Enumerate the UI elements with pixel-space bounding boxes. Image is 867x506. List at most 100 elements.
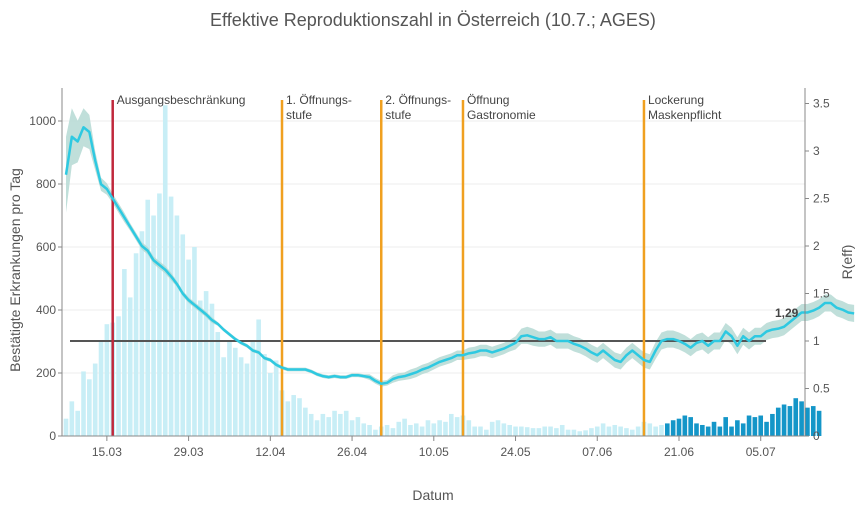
case-bar [180,234,186,436]
case-bar [87,379,92,436]
case-bar [92,363,98,436]
case-bar [122,269,127,436]
event-label: Ausgangsbeschränkung [117,93,246,107]
case-bar [338,413,343,436]
case-bar [157,193,162,436]
right-tick-label: 0 [813,429,820,443]
event-label: Gastronomie [467,108,536,122]
case-bar [174,215,180,436]
case-bar [408,424,413,436]
event-label: stufe [286,108,312,122]
case-bar [618,426,623,436]
case-bar [688,417,693,436]
left-tick-label: 200 [36,366,56,380]
case-bar [489,421,495,436]
case-bar [659,424,664,436]
left-tick-label: 400 [36,303,56,317]
case-bar [594,426,600,436]
case-bar [484,429,489,436]
case-bar [559,424,565,436]
case-bar [419,426,425,436]
x-axis-title: Datum [412,487,453,503]
case-bar [139,231,145,436]
case-bars [63,105,822,437]
case-bar [209,303,215,436]
case-bar [548,426,553,436]
case-bar [197,300,203,436]
case-bar [320,413,326,436]
event-label: Lockerung [648,93,704,107]
case-bar [472,426,477,436]
left-tick-label: 800 [36,177,56,191]
case-bar [536,428,542,437]
case-bar [676,418,682,436]
case-bar [729,426,734,436]
case-bar [454,417,460,436]
case-bar [390,428,396,437]
event-label: stufe [385,108,411,122]
case-bar [343,410,349,436]
case-bar [425,420,431,436]
case-bar [250,341,256,436]
case-bar [735,420,740,436]
case-bar [571,429,577,436]
case-bar [670,420,676,436]
case-bar [303,407,308,436]
case-bar [273,360,279,436]
case-bar [413,423,419,436]
case-bar [227,341,232,436]
r-end-value-label: 1,29 [775,306,799,320]
left-tick-label: 0 [49,429,56,443]
case-bar [519,426,524,436]
case-bar [69,401,75,436]
x-tick-label: 26.04 [337,445,367,459]
case-bar [589,428,594,437]
right-tick-label: 1 [813,334,820,348]
right-tick-label: 3 [813,144,820,158]
case-bar [764,421,769,436]
case-bar [600,423,606,436]
case-bar [326,417,332,436]
event-label: Maskenpflicht [648,108,722,122]
case-bar [495,420,501,436]
case-bar [635,426,641,436]
case-bar [449,413,454,436]
case-bar [244,363,250,436]
case-bar [437,420,442,436]
x-tick-label: 15.03 [92,445,122,459]
case-bar [215,332,221,436]
case-bar [805,407,810,436]
case-bar [233,347,238,436]
case-bar [256,319,261,436]
event-label: Öffnung [467,93,509,107]
x-tick-label: 07.06 [582,445,612,459]
case-bar [653,426,658,436]
case-bar [168,196,174,436]
case-bar [384,424,390,436]
case-bar [478,426,483,436]
right-tick-label: 2.5 [813,192,830,206]
case-bar [127,297,133,436]
right-tick-label: 1.5 [813,287,830,301]
case-bar [513,426,518,436]
case-bar [740,423,746,436]
right-tick-label: 3.5 [813,97,830,111]
case-bar [647,423,653,436]
tick-labels: 0 200 400 600 800 1000 0 0.5 1 1.5 2 2.5 3 3.5 15.03 29… [29,97,830,460]
case-bar [705,426,711,436]
left-axis-title: Bestätigte Erkrankungen pro Tag [7,168,23,372]
case-bar [145,199,151,436]
case-bar [554,428,559,437]
case-bar [682,415,688,436]
case-bar [396,421,402,436]
case-bar [151,215,156,436]
case-bar [752,417,758,436]
case-bar [501,423,507,436]
right-tick-label: 2 [813,239,820,253]
case-bar [104,324,110,436]
case-bar [793,398,799,436]
case-bar [665,423,670,436]
case-bar [606,426,612,436]
chart-title: Effektive Reproduktionszahl in Österreic… [210,10,656,30]
